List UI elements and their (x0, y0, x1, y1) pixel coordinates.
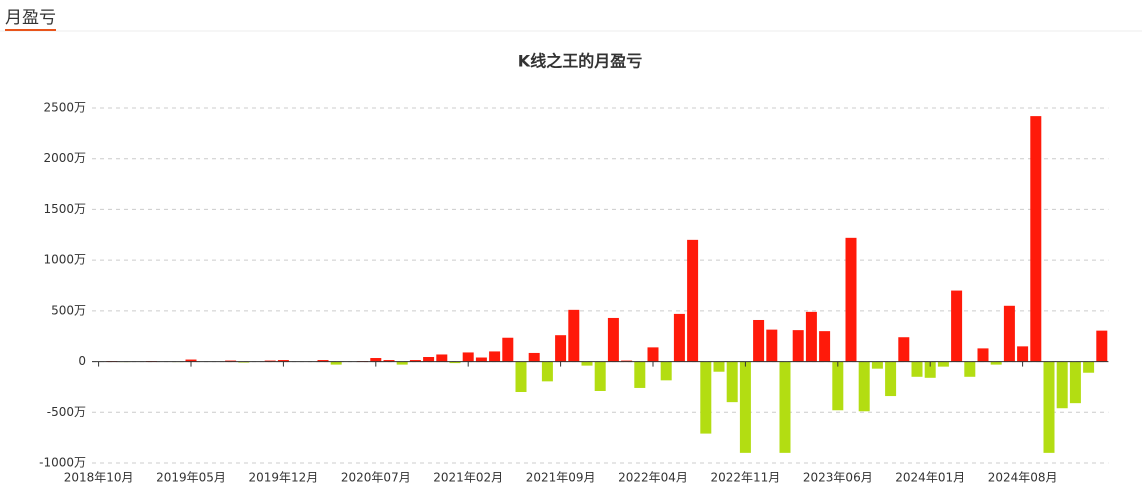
bar (423, 357, 435, 362)
bar (607, 317, 619, 362)
x-tick-label: 2021年02月 (433, 471, 503, 485)
bar (555, 335, 567, 362)
bar (1056, 361, 1068, 409)
bar (277, 360, 289, 362)
bar (502, 337, 514, 362)
bar (990, 361, 1002, 365)
x-tick-label: 2022年11月 (710, 471, 780, 485)
bar (1017, 346, 1029, 362)
bar (449, 361, 461, 364)
y-tick-label: 2000万 (43, 151, 86, 165)
bar (977, 348, 989, 362)
y-tick-label: 0 (78, 354, 86, 368)
bar (951, 290, 963, 362)
bar (911, 361, 923, 377)
bar (739, 361, 751, 453)
y-tick-label: -1000万 (39, 456, 86, 470)
bar (766, 329, 778, 362)
bar (964, 361, 976, 377)
x-tick-label: 2021年09月 (526, 471, 596, 485)
bar (568, 309, 580, 362)
bar (871, 361, 883, 369)
y-tick-label: -500万 (47, 405, 86, 419)
bar (898, 337, 910, 362)
bar (832, 361, 844, 411)
bar (409, 360, 421, 362)
bar (937, 361, 949, 367)
bar (238, 361, 250, 363)
bar (383, 360, 395, 362)
x-tick-label: 2018年10月 (64, 471, 134, 485)
bar (779, 361, 791, 453)
bar (819, 331, 831, 362)
bar (885, 361, 897, 397)
chart-title: K线之王的月盈亏 (518, 52, 642, 71)
bar (1069, 361, 1081, 404)
bar (713, 361, 725, 372)
bar (1030, 116, 1042, 362)
bar (264, 360, 276, 362)
bar (396, 361, 408, 365)
bar (621, 360, 633, 362)
bar (436, 354, 448, 362)
bar (858, 361, 870, 412)
bar (1083, 361, 1095, 373)
bar (370, 358, 382, 362)
bar (687, 239, 699, 362)
x-tick-label: 2019年05月 (156, 471, 226, 485)
bar (805, 311, 817, 362)
bar (673, 313, 685, 362)
bar (462, 352, 474, 362)
bar (317, 360, 329, 362)
header-title: 月盈亏 (5, 8, 56, 28)
bar (541, 361, 553, 382)
x-tick-label: 2023年06月 (803, 471, 873, 485)
bar (225, 360, 237, 362)
bar (581, 361, 593, 366)
bar (515, 361, 527, 392)
bar (1043, 361, 1055, 453)
bar (1003, 305, 1015, 362)
x-tick-label: 2020年07月 (341, 471, 411, 485)
y-tick-label: 500万 (51, 303, 86, 317)
y-tick-label: 1000万 (43, 253, 86, 267)
x-tick-label: 2024年01月 (895, 471, 965, 485)
bar (489, 351, 501, 362)
bar (924, 361, 936, 378)
bar (726, 361, 738, 403)
bar (528, 352, 540, 362)
bar (185, 359, 197, 362)
x-tick-label: 2022年04月 (618, 471, 688, 485)
bar (475, 357, 487, 362)
bar (753, 319, 765, 362)
y-tick-label: 2500万 (43, 101, 86, 115)
x-tick-label: 2019年12月 (248, 471, 318, 485)
x-tick-label: 2024年08月 (988, 471, 1058, 485)
bar (792, 330, 804, 362)
bar (1096, 330, 1108, 362)
bar (700, 361, 712, 434)
bar (845, 237, 857, 362)
bar (647, 347, 659, 362)
bar (330, 361, 342, 365)
bar (594, 361, 606, 391)
bar (660, 361, 672, 381)
y-tick-label: 1500万 (43, 202, 86, 216)
bar (634, 361, 646, 388)
